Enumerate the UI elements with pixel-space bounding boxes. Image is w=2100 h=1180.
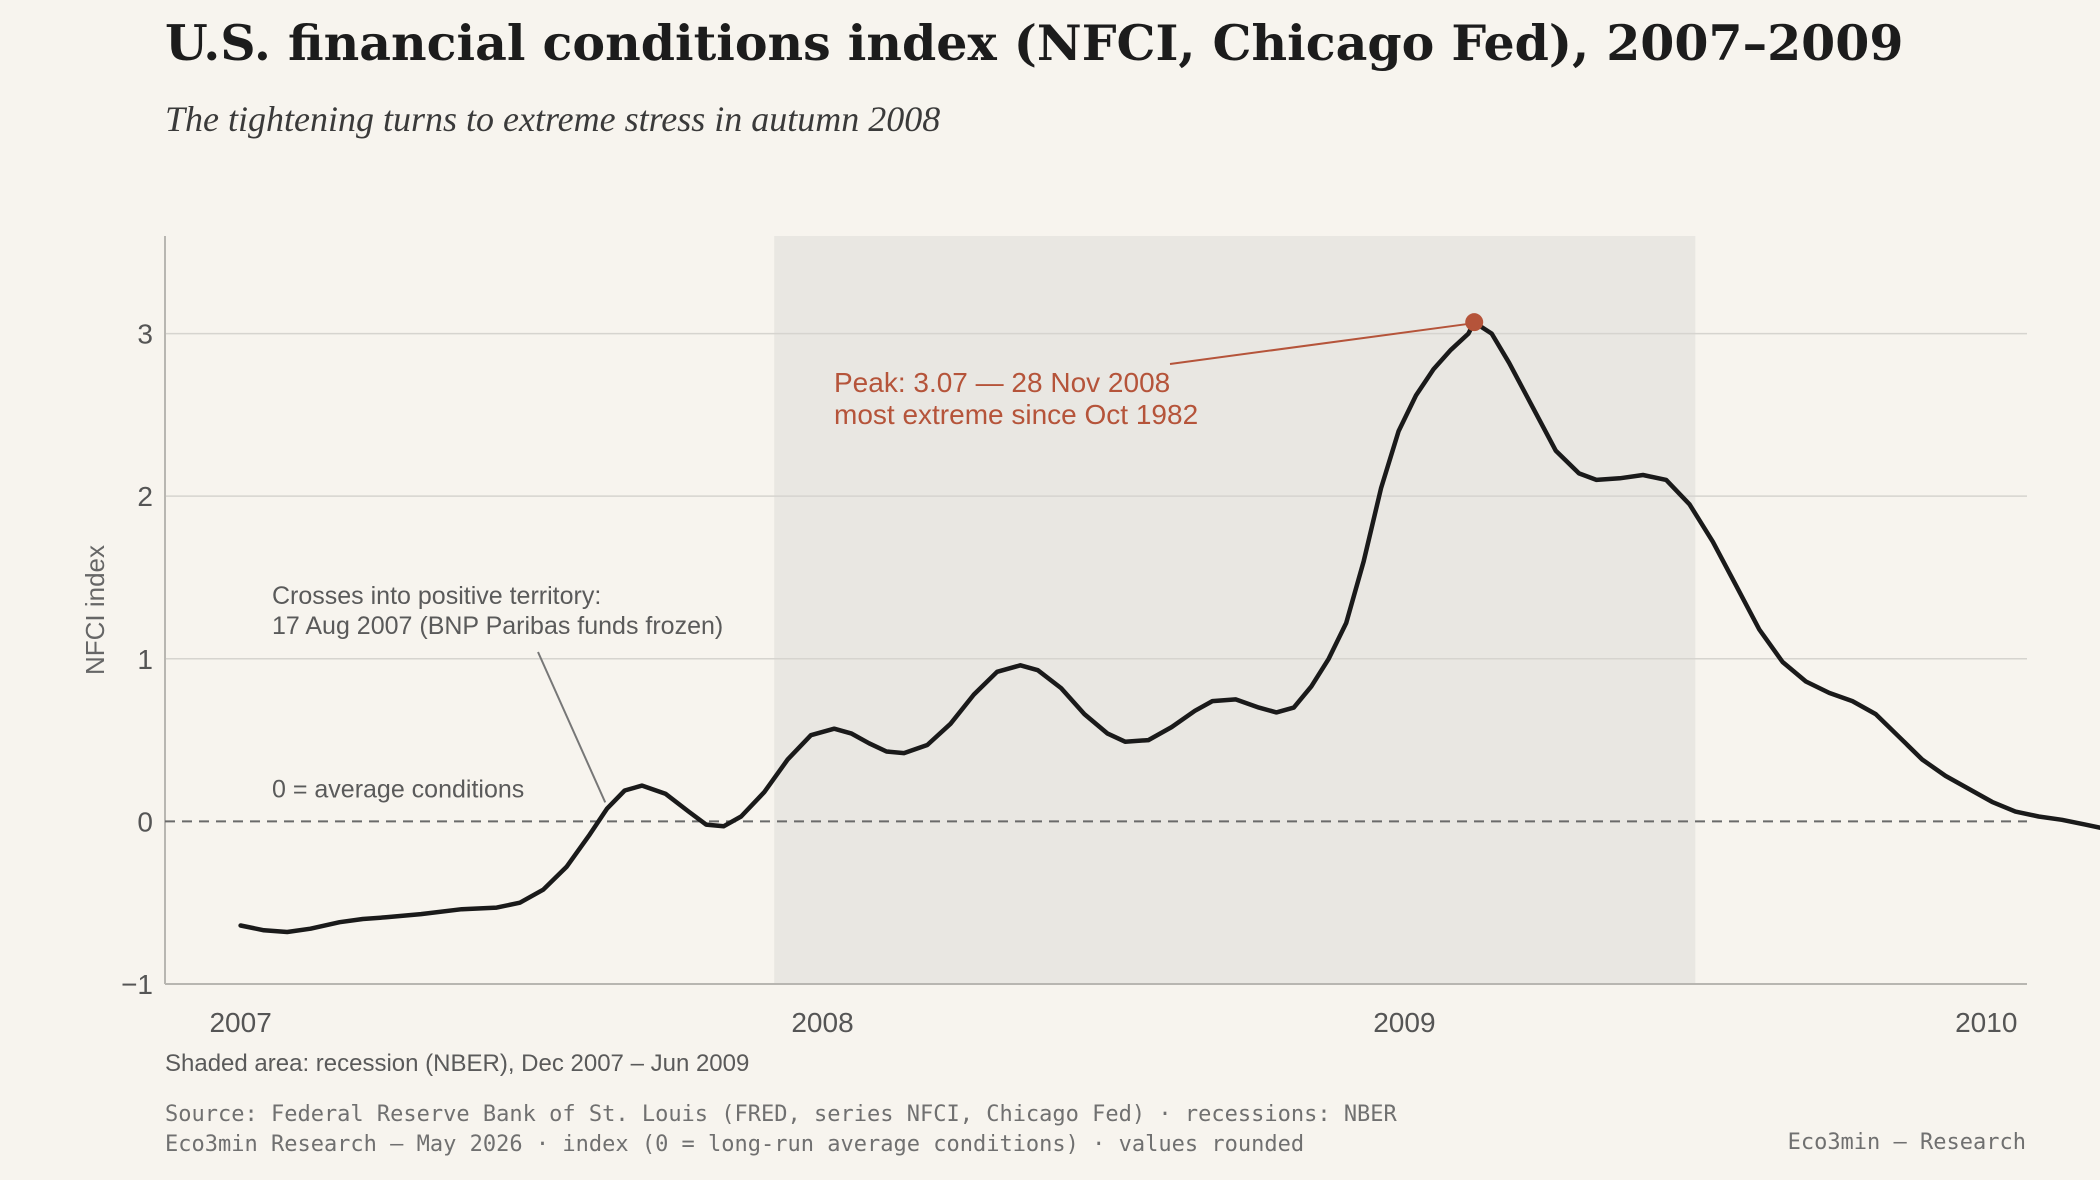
cross-annotation-line-2: 17 Aug 2007 (BNP Paribas funds frozen) — [272, 612, 723, 640]
zero-line-label: 0 = average conditions — [272, 775, 524, 803]
peak-annotation-leader — [1169, 323, 1467, 365]
y-axis-title: NFCI index — [80, 545, 110, 675]
y-tick-label: 2 — [137, 481, 153, 512]
nfci-series-line — [238, 319, 2100, 935]
source-note: Source: Federal Reserve Bank of St. Loui… — [165, 1100, 1397, 1160]
brand-label: Eco3min — Research — [1787, 1130, 2026, 1155]
source-line-1: Source: Federal Reserve Bank of St. Loui… — [165, 1102, 1397, 1127]
peak-marker — [1465, 313, 1484, 332]
y-tick-label: −1 — [121, 969, 153, 1000]
x-tick-label: 2007 — [209, 1007, 271, 1038]
peak-annotation-line-2: most extreme since Oct 1982 — [834, 399, 1198, 430]
shaded-area-note: Shaded area: recession (NBER), Dec 2007 … — [165, 1050, 750, 1077]
y-tick-label: 1 — [137, 644, 153, 675]
x-tick-label: 2010 — [1955, 1007, 2017, 1038]
nfci-line-chart: −1 0 1 2 3 2007 2008 2009 2010 NFCI index 0 = aver… — [80, 236, 2100, 1038]
cross-annotation-leader — [537, 651, 607, 803]
source-line-2: Eco3min Research — May 2026 · index (0 =… — [165, 1132, 1305, 1157]
chart-title: U.S. financial conditions index (NFCI, C… — [165, 14, 1904, 72]
y-tick-label: 0 — [137, 806, 153, 837]
recession-shade — [774, 236, 1696, 984]
x-tick-label: 2009 — [1373, 1007, 1435, 1038]
cross-annotation-line-1: Crosses into positive territory: — [272, 582, 601, 610]
x-tick-label: 2008 — [791, 1007, 853, 1038]
y-tick-label: 3 — [137, 319, 153, 350]
peak-annotation-line-1: Peak: 3.07 — 28 Nov 2008 — [834, 367, 1170, 398]
chart-subtitle: The tightening turns to extreme stress i… — [165, 99, 941, 139]
